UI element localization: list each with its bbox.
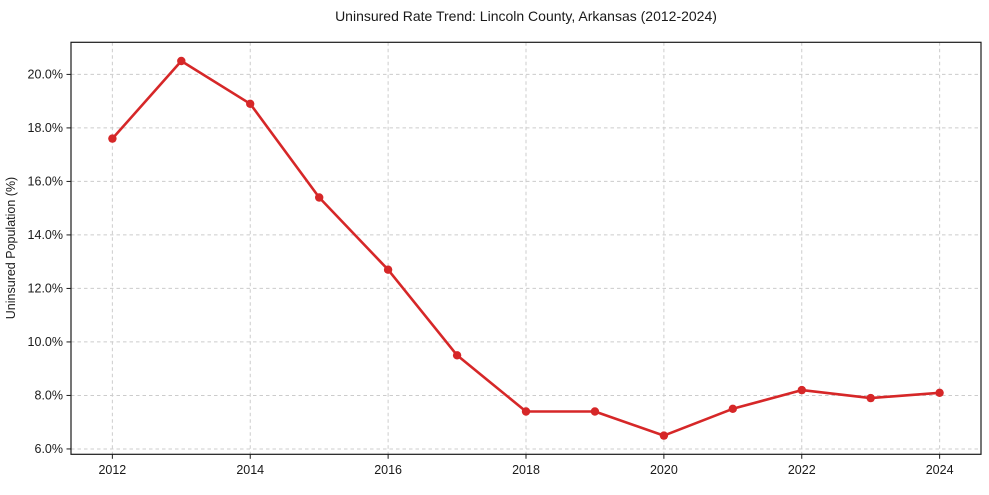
y-tick-label: 12.0%	[28, 282, 63, 296]
data-point-marker	[452, 351, 462, 360]
x-tick-label: 2018	[512, 463, 540, 477]
plot-border	[70, 41, 982, 455]
data-point-marker	[866, 393, 875, 403]
data-point-markers	[108, 56, 944, 440]
y-tick-labels: 6.0% 8.0% 10.0% 12.0% 14.0% 16.0% 18.0% 20.0%	[28, 68, 63, 457]
x-tick-label: 2016	[374, 463, 402, 477]
data-point-marker	[246, 99, 255, 109]
data-point-marker	[108, 134, 117, 143]
x-tick-label: 2022	[788, 463, 816, 477]
data-point-marker	[797, 385, 806, 395]
x-tick-label: 2012	[98, 463, 126, 477]
grid-lines	[71, 42, 981, 455]
y-tick-label: 8.0%	[35, 389, 64, 403]
x-tick-labels: 2012 2014 2016 2018 2020 2022 2024	[98, 463, 953, 477]
y-tick-label: 16.0%	[28, 175, 63, 189]
y-tick-label: 14.0%	[28, 228, 63, 242]
data-point-marker	[315, 193, 324, 202]
y-tick-label: 6.0%	[35, 442, 64, 456]
y-tick-label: 10.0%	[28, 335, 63, 349]
data-point-marker	[590, 407, 600, 416]
data-point-marker	[521, 407, 531, 416]
data-point-marker	[177, 56, 186, 66]
y-tick-label: 18.0%	[28, 121, 63, 135]
chart-title: Uninsured Rate Trend: Lincoln County, Ar…	[335, 8, 717, 24]
data-point-marker	[935, 388, 944, 397]
x-tick-label: 2024	[926, 463, 954, 477]
x-tick-label: 2020	[650, 463, 678, 477]
data-point-marker	[659, 431, 669, 440]
data-point-marker	[383, 265, 393, 274]
y-tick-label: 20.0%	[28, 68, 63, 82]
data-point-marker	[728, 404, 737, 413]
y-axis-label: Uninsured Population (%)	[4, 177, 18, 319]
x-tick-label: 2014	[236, 463, 264, 477]
axis-tick-marks	[66, 73, 941, 459]
